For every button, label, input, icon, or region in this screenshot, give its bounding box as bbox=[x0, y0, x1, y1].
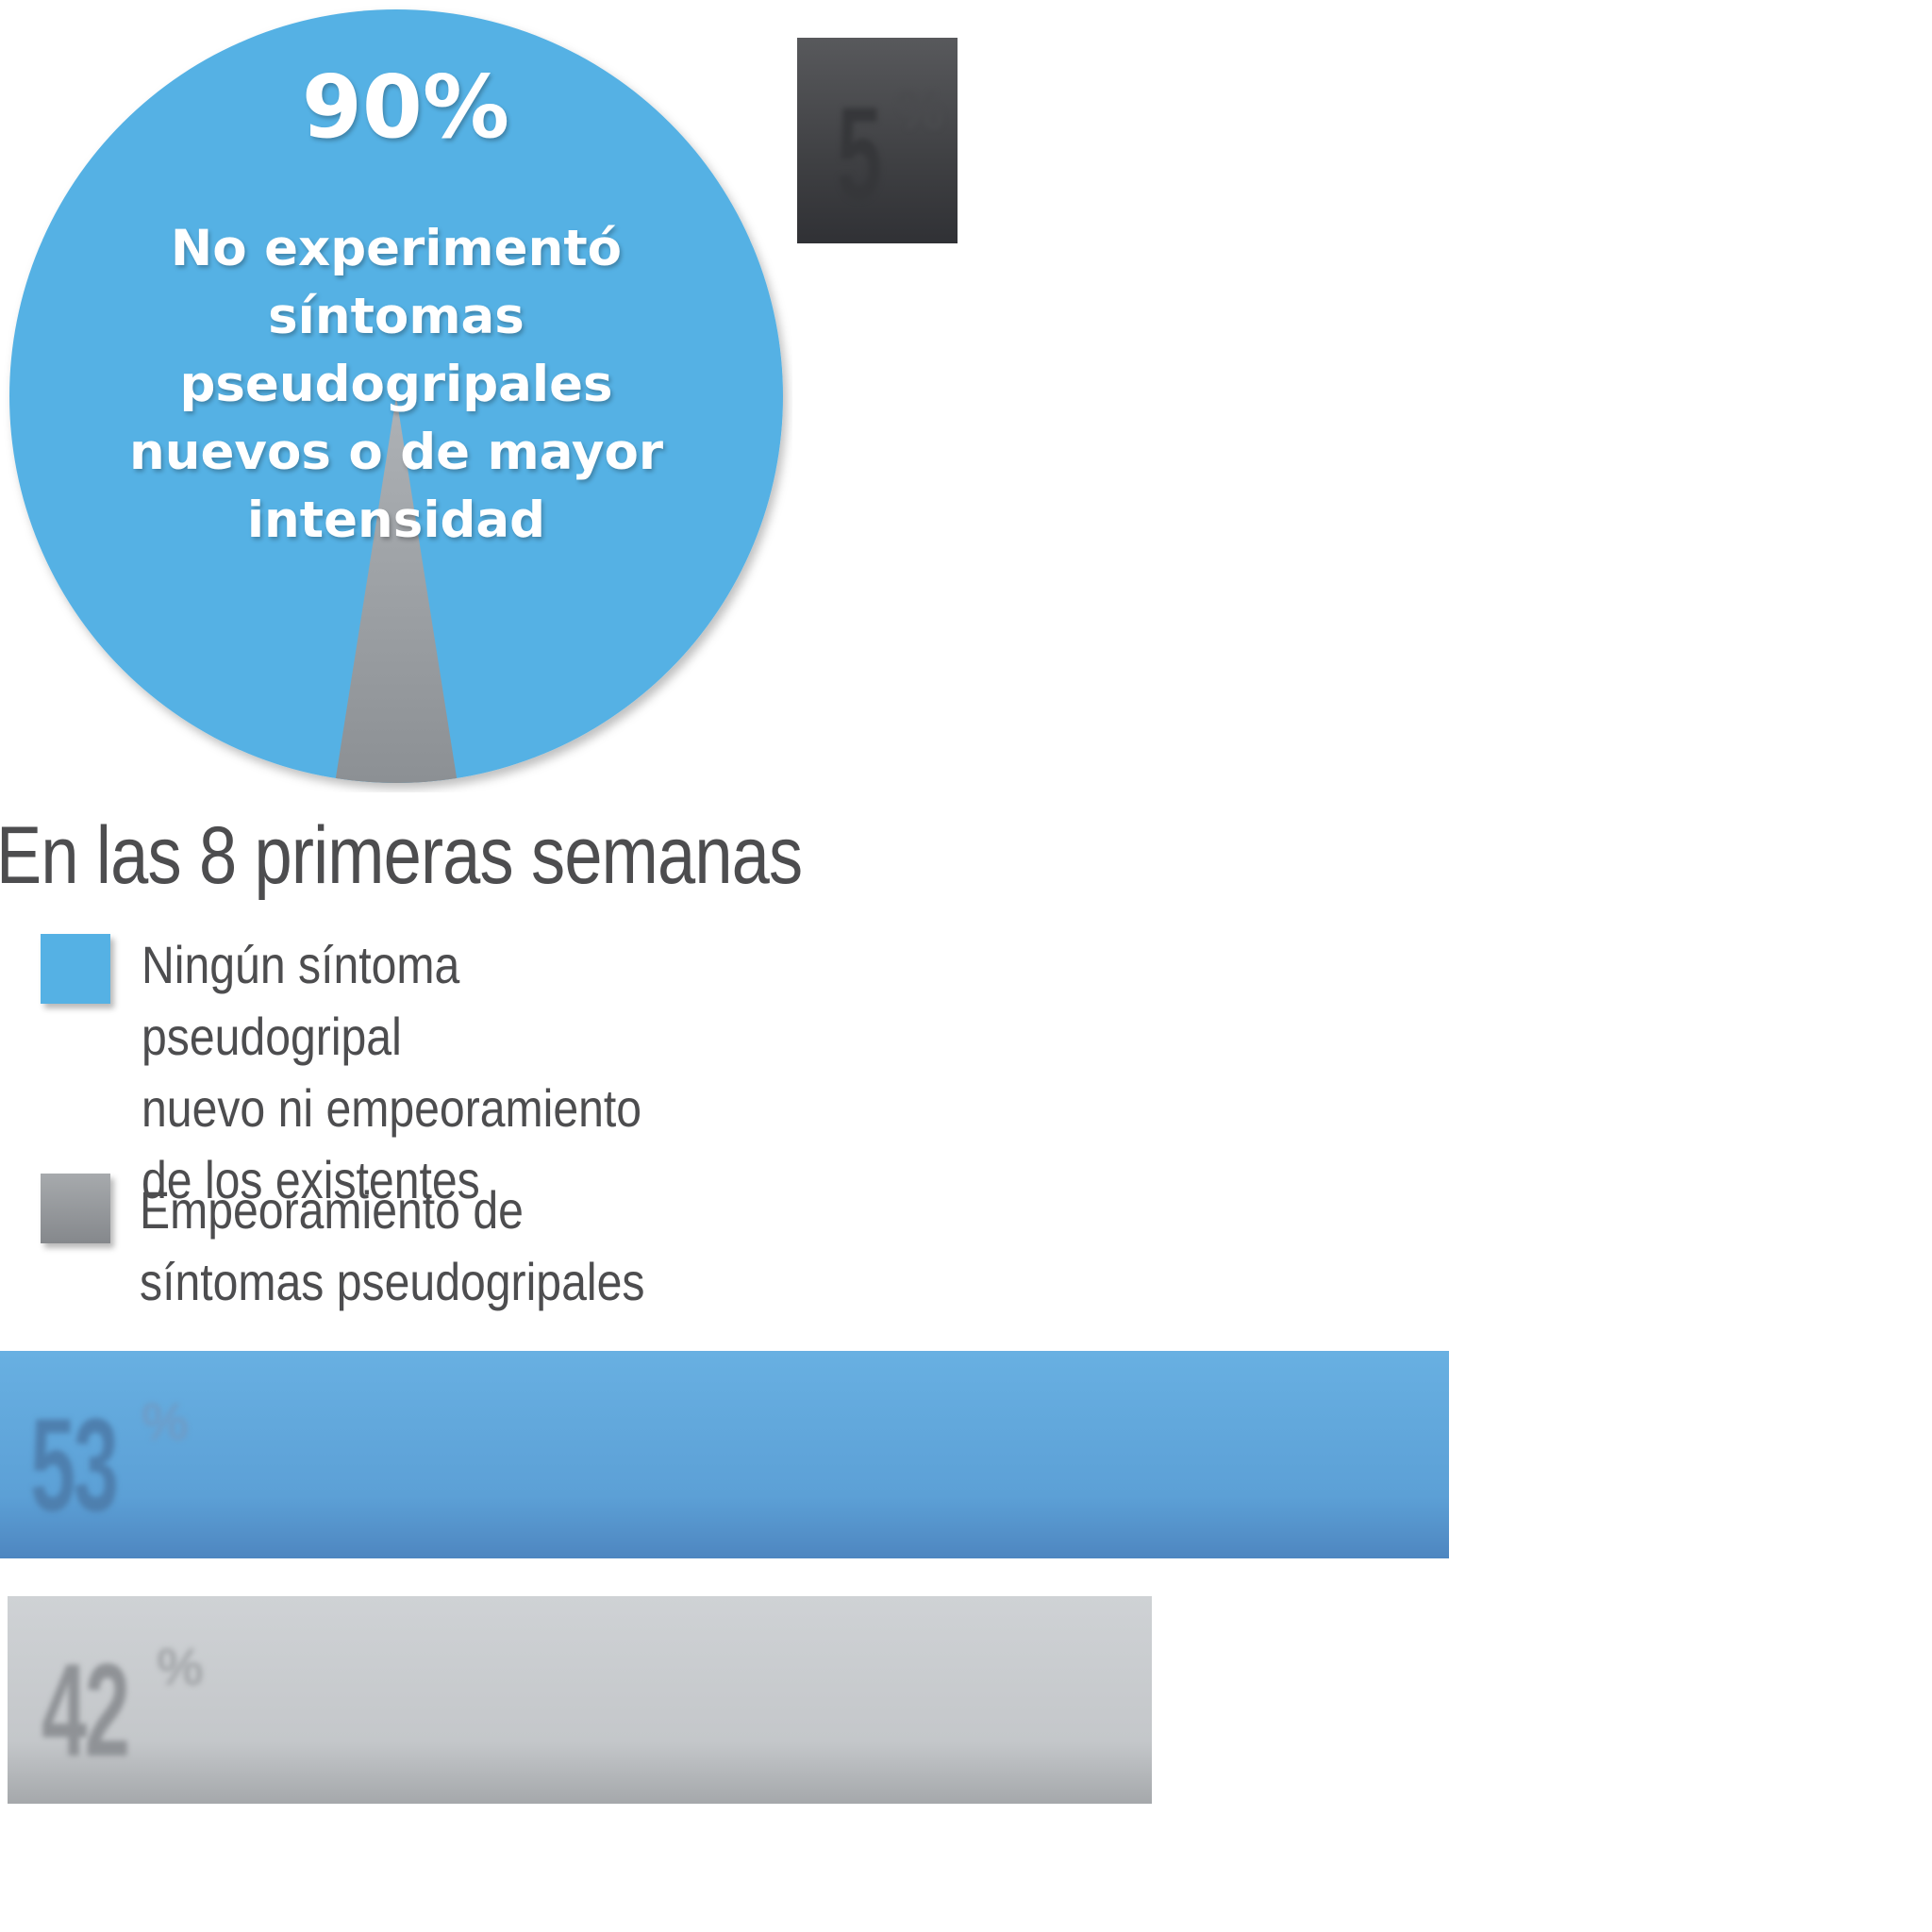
bar-5-percent: 5% bbox=[797, 38, 958, 243]
legend-swatch-gray bbox=[41, 1174, 110, 1243]
bar-53-percent: 53% bbox=[0, 1351, 1449, 1558]
bar-value-label: 42% bbox=[42, 1636, 204, 1784]
bar-value-label: 5% bbox=[837, 79, 944, 227]
pie-chart bbox=[9, 9, 783, 783]
bar-42-percent: 42% bbox=[8, 1596, 1153, 1804]
legend-swatch-blue bbox=[41, 934, 110, 1004]
legend-label-no-symptoms: Ningún síntoma pseudogripal nuevo ni emp… bbox=[142, 935, 642, 1209]
pie-slice-worsening bbox=[335, 396, 458, 783]
chart-title: En las 8 primeras semanas bbox=[0, 810, 803, 901]
pie-value-label: 90% bbox=[301, 57, 510, 158]
bar-value-label: 53% bbox=[30, 1391, 189, 1539]
pie-caption: No experimentó síntomas pseudogripales n… bbox=[128, 220, 664, 549]
legend-label-worsening: Empeoramiento de síntomas pseudogripales bbox=[140, 1180, 645, 1311]
